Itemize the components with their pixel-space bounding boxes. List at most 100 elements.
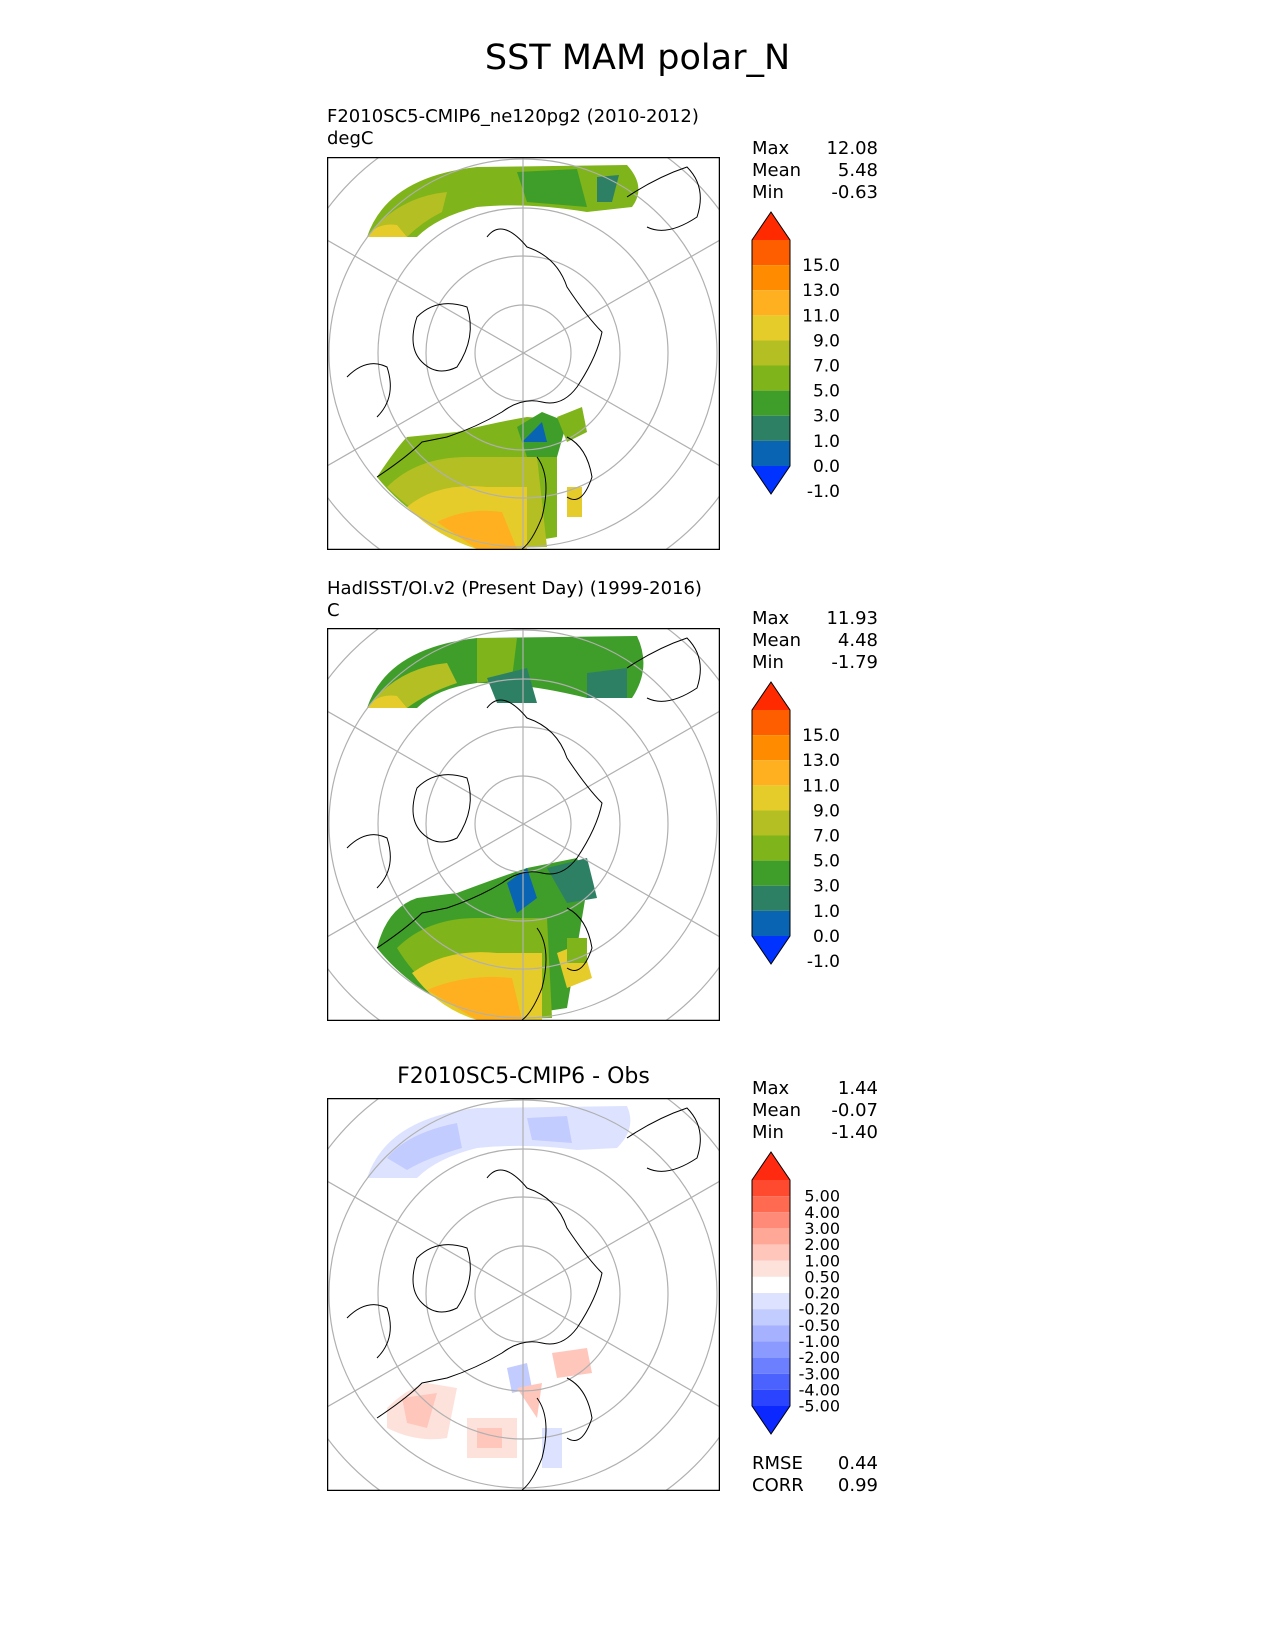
panel-2-map — [327, 628, 720, 1021]
figure-title: SST MAM polar_N — [484, 38, 791, 78]
panel-2-stat-max: Max 11.93 — [752, 608, 878, 629]
colorbar-swatch — [752, 1196, 790, 1213]
colorbar-swatch — [752, 290, 790, 316]
colorbar-swatch — [752, 466, 790, 494]
colorbar-tick-label: -1.0 — [807, 482, 840, 500]
panel-2-stat-mean: Mean 4.48 — [752, 630, 878, 651]
panel-3-stat-min: Min -1.40 — [752, 1122, 878, 1143]
colorbar-tick-label: -0.20 — [799, 1300, 840, 1319]
colorbar-swatch — [752, 682, 790, 710]
colorbar-swatch — [752, 365, 790, 391]
colorbar-tick-label: 3.0 — [813, 407, 840, 427]
colorbar-tick-label: 9.0 — [813, 331, 840, 351]
colorbar-swatch — [752, 212, 790, 240]
colorbar-swatch — [752, 390, 790, 416]
colorbar-swatch — [752, 1180, 790, 1197]
colorbar-swatch — [752, 440, 790, 466]
panel-3-title: F2010SC5-CMIP6 - Obs — [397, 1064, 650, 1089]
colorbar-swatch — [752, 1389, 790, 1406]
colorbar-tick-label: 4.00 — [804, 1203, 840, 1222]
colorbar-swatch — [752, 810, 790, 836]
colorbar-swatch — [752, 1276, 790, 1293]
colorbar-tick-label: 7.0 — [813, 827, 840, 847]
colorbar-swatch — [752, 1260, 790, 1277]
panel-1-stat-max: Max 12.08 — [752, 138, 878, 159]
colorbar-tick-label: 2.00 — [804, 1235, 840, 1254]
colorbar-tick-label: 1.0 — [813, 432, 840, 452]
panel-3-stat-rmse: RMSE 0.44 — [752, 1453, 878, 1474]
colorbar-tick-label: -5.00 — [799, 1397, 840, 1416]
colorbar-tick-label: 5.0 — [813, 382, 840, 402]
colorbar-tick-label: -3.00 — [799, 1364, 840, 1383]
panel-3-stat-max: Max 1.44 — [752, 1078, 878, 1099]
colorbar-tick-label: -0.50 — [799, 1316, 840, 1335]
panel-3-stat-mean: Mean -0.07 — [752, 1100, 878, 1121]
colorbar-swatch — [752, 936, 790, 964]
colorbar-tick-label: 0.20 — [804, 1284, 840, 1303]
colorbar-tick-label: 13.0 — [802, 281, 840, 301]
colorbar-swatch — [752, 835, 790, 861]
colorbar-tick-label: -4.00 — [799, 1380, 840, 1399]
colorbar-swatch — [752, 735, 790, 761]
colorbar-tick-label: 5.0 — [813, 852, 840, 872]
panel-1-stat-min: Min -0.63 — [752, 182, 878, 203]
colorbar-swatch — [752, 885, 790, 911]
colorbar-swatch — [752, 340, 790, 366]
colorbar-swatch — [752, 1325, 790, 1342]
colorbar-swatch — [752, 1406, 790, 1434]
colorbar-tick-label: 5.00 — [804, 1187, 840, 1206]
colorbar-swatch — [752, 1357, 790, 1374]
panel-3-map — [327, 1098, 720, 1491]
colorbar-tick-label: -1.00 — [799, 1332, 840, 1351]
colorbar-swatch — [752, 265, 790, 291]
colorbar-swatch — [752, 860, 790, 886]
colorbar-swatch — [752, 910, 790, 936]
colorbar-tick-label: 15.0 — [802, 256, 840, 276]
panel-1-title: F2010SC5-CMIP6_ne120pg2 (2010-2012) degC — [327, 106, 699, 150]
panel-1-colorbar: 15.0 13.0 11.0 9.0 7.0 5.0 3.0 1.0 0.0 -1.0 — [751, 211, 840, 500]
colorbar-swatch — [752, 760, 790, 786]
colorbar-swatch — [752, 240, 790, 266]
colorbar-swatch — [752, 1244, 790, 1261]
colorbar-tick-label: -2.00 — [799, 1348, 840, 1367]
panel-3-colorbar: 5.004.003.002.001.000.500.20-0.20-0.50-1… — [751, 1151, 840, 1435]
colorbar-tick-label: 7.0 — [813, 357, 840, 377]
colorbar-tick-label: 0.0 — [813, 927, 840, 947]
colorbar-swatch — [752, 1373, 790, 1390]
colorbar-tick-label: 0.0 — [813, 457, 840, 477]
panel-1-units: degC — [327, 128, 374, 149]
colorbar-swatch — [752, 1309, 790, 1326]
colorbar-swatch — [752, 315, 790, 341]
colorbar-tick-label: 1.00 — [804, 1251, 840, 1270]
colorbar-swatch — [752, 710, 790, 736]
colorbar-tick-label: 15.0 — [802, 726, 840, 746]
colorbar-swatch — [752, 1293, 790, 1310]
panel-1-title-line1: F2010SC5-CMIP6_ne120pg2 (2010-2012) — [327, 106, 699, 127]
panel-2-stat-min: Min -1.79 — [752, 652, 878, 673]
colorbar-swatch — [752, 1212, 790, 1229]
panel-2-title-line1: HadISST/OI.v2 (Present Day) (1999-2016) — [327, 578, 702, 599]
panel-1-map — [327, 157, 720, 550]
colorbar-swatch — [752, 1341, 790, 1358]
panel-2-units: C — [327, 600, 340, 621]
colorbar-swatch — [752, 415, 790, 441]
colorbar-tick-label: 3.00 — [804, 1219, 840, 1238]
panel-3-stats: Max 1.44 Mean -0.07 Min -1.40 — [752, 1078, 878, 1144]
panel-1-stats: Max 12.08 Mean 5.48 Min -0.63 — [752, 138, 878, 204]
colorbar-tick-label: 11.0 — [802, 306, 840, 326]
colorbar-tick-label: 1.0 — [813, 902, 840, 922]
colorbar-tick-label: 11.0 — [802, 776, 840, 796]
panel-3-extra-stats: RMSE 0.44 CORR 0.99 — [752, 1453, 878, 1497]
panel-3-stat-corr: CORR 0.99 — [752, 1475, 878, 1496]
panel-2-title: HadISST/OI.v2 (Present Day) (1999-2016) … — [327, 578, 702, 622]
colorbar-swatch — [752, 1228, 790, 1245]
colorbar-tick-label: 3.0 — [813, 877, 840, 897]
colorbar-tick-label: 0.50 — [804, 1267, 840, 1286]
colorbar-tick-label: -1.0 — [807, 952, 840, 970]
colorbar-swatch — [752, 1152, 790, 1180]
colorbar-tick-label: 13.0 — [802, 751, 840, 771]
colorbar-tick-label: 9.0 — [813, 801, 840, 821]
panel-1-stat-mean: Mean 5.48 — [752, 160, 878, 181]
panel-2-stats: Max 11.93 Mean 4.48 Min -1.79 — [752, 608, 878, 674]
panel-2-colorbar: 15.0 13.0 11.0 9.0 7.0 5.0 3.0 1.0 0.0 -1.0 — [751, 681, 840, 970]
